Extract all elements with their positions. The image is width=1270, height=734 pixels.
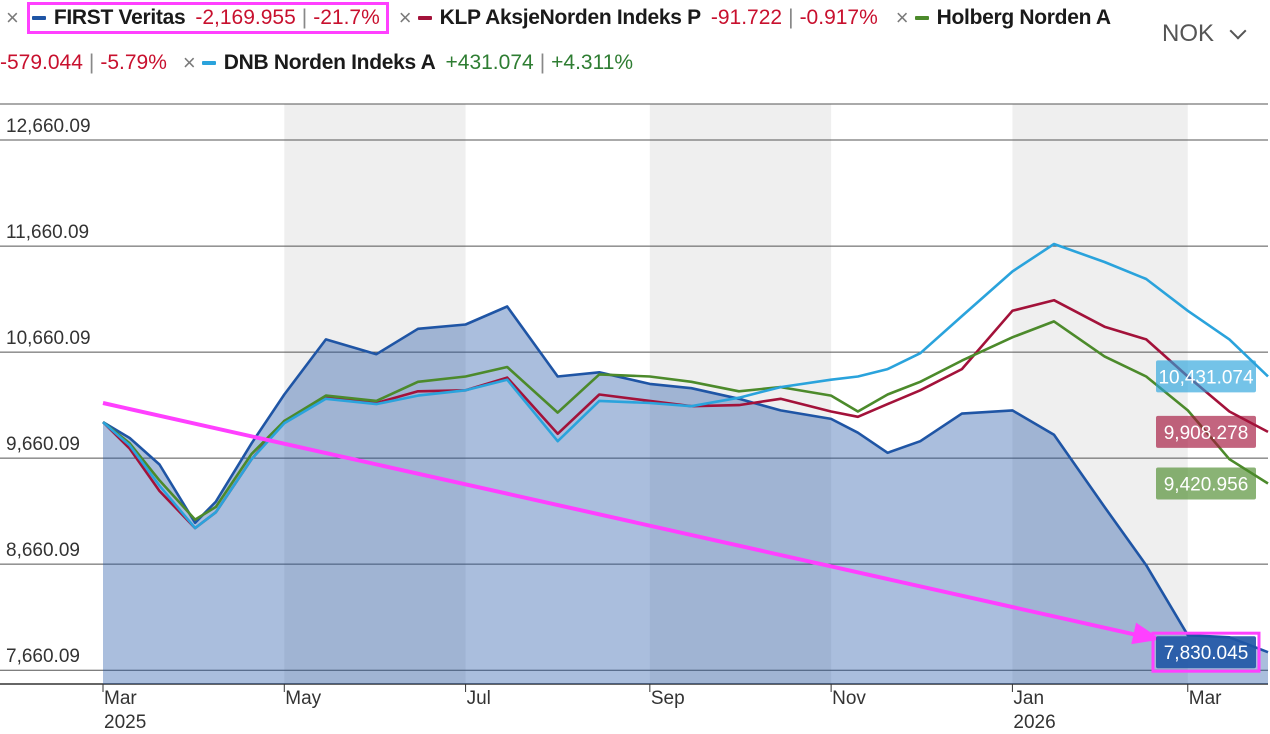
- x-tick-label: Nov: [832, 688, 866, 709]
- x-tick-label: Sep: [651, 688, 685, 709]
- y-tick-label: 8,660.09: [6, 540, 80, 561]
- legend-series-name[interactable]: DNB Norden Indeks A: [223, 51, 436, 74]
- end-label-box: [1156, 360, 1256, 393]
- remove-series-holberg-icon[interactable]: ×: [895, 5, 909, 30]
- series-line: [102, 320, 1269, 521]
- y-tick-label: 11,660.09: [6, 222, 89, 243]
- remove-series-klp-icon[interactable]: ×: [398, 5, 412, 30]
- annotation-arrow-line: [102, 401, 1140, 638]
- legend-change: -91.722: [710, 6, 783, 29]
- end-label-box: [1156, 415, 1256, 448]
- x-tick-label: May: [285, 688, 321, 709]
- chart-legend: × FIRST Veritas -2,169.955 | -21.7% × KL…: [0, 0, 1150, 95]
- series-swatch-icon: [417, 16, 432, 20]
- remove-series-dnb-icon[interactable]: ×: [182, 50, 196, 75]
- legend-separator: |: [788, 6, 794, 29]
- shaded-band: [649, 104, 832, 684]
- legend-series-name[interactable]: Holberg Norden A: [936, 6, 1111, 29]
- x-tick-label: Jan: [1013, 688, 1044, 709]
- series-swatch-icon: [914, 16, 929, 20]
- y-tick-label: 12,660.09: [6, 116, 91, 137]
- x-tick-year: 2026: [1013, 712, 1055, 733]
- y-tick-label: 9,660.09: [6, 434, 80, 455]
- legend-change: -2,169.955: [195, 6, 296, 29]
- legend-separator: |: [539, 51, 546, 74]
- x-axis: Mar 2025 May Jul Sep Nov Jan 2026 Mar: [102, 684, 1222, 733]
- end-label-highlight: [1151, 631, 1261, 673]
- legend-series-name: FIRST Veritas: [53, 6, 186, 29]
- legend-change: -579.044: [0, 51, 83, 74]
- x-tick-label: Mar: [1189, 688, 1222, 709]
- series-swatch-icon: [31, 16, 46, 20]
- remove-series-first-veritas-icon[interactable]: ×: [6, 5, 19, 30]
- currency-label: NOK: [1161, 20, 1214, 47]
- x-tick-label: Jul: [467, 688, 491, 709]
- end-label-value: 10,431.074: [1158, 367, 1254, 388]
- series-swatch-icon: [201, 61, 216, 65]
- end-label-value: 7,830.045: [1164, 643, 1249, 664]
- end-label-value: 9,420.956: [1164, 474, 1249, 495]
- grid-lines: [0, 103, 1268, 685]
- y-tick-label: 10,660.09: [6, 328, 91, 349]
- end-label-box: [1156, 467, 1256, 500]
- end-label-box: [1156, 636, 1256, 669]
- end-labels: 7,830.045 9,908.278 9,420.956 10,431.074: [1151, 360, 1261, 673]
- legend-separator: |: [88, 51, 95, 74]
- legend-percent: -0.917%: [799, 6, 878, 29]
- x-tick-label: Mar: [104, 688, 137, 709]
- x-tick-year: 2025: [104, 712, 146, 733]
- legend-item-first-veritas[interactable]: FIRST Veritas -2,169.955 | -21.7%: [26, 2, 389, 34]
- series-line: [102, 242, 1269, 530]
- legend-percent: -21.7%: [313, 6, 380, 29]
- legend-series-name[interactable]: KLP AksjeNorden Indeks P: [439, 6, 702, 29]
- legend-change: +431.074: [445, 51, 534, 74]
- legend-row-2: -579.044 | -5.79% × DNB Norden Indeks A …: [0, 50, 633, 76]
- y-axis: 12,660.09 11,660.09 10,660.09 9,660.09 8,660…: [6, 116, 91, 667]
- series-lines: [102, 242, 1269, 654]
- currency-selector[interactable]: NOK: [1161, 20, 1247, 48]
- legend-percent: -5.79%: [100, 51, 167, 74]
- series-line: [102, 305, 1269, 654]
- shaded-bands: [284, 104, 1188, 684]
- y-tick-label: 7,660.09: [6, 646, 80, 667]
- legend-row-1: × FIRST Veritas -2,169.955 | -21.7% × KL…: [0, 2, 1121, 34]
- legend-percent: +4.311%: [551, 51, 634, 74]
- legend-separator: |: [301, 6, 308, 29]
- end-label-value: 9,908.278: [1164, 423, 1249, 444]
